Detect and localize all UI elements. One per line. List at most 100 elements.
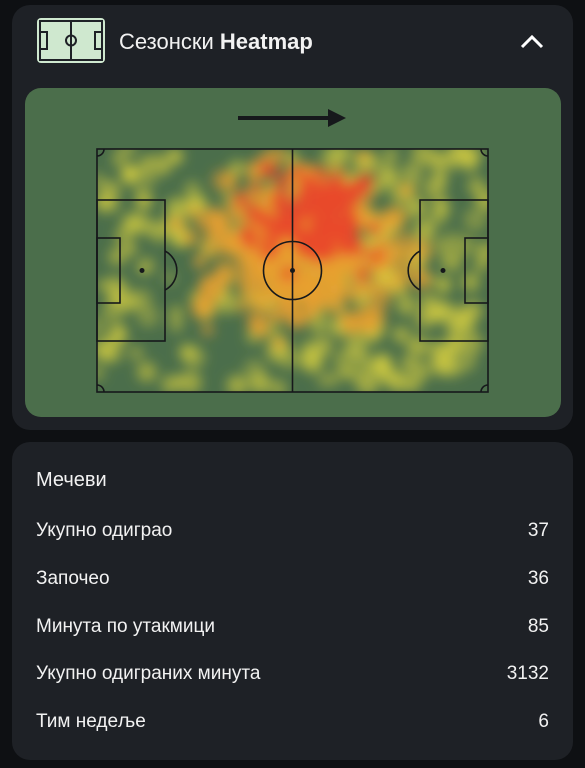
heat-blob (169, 149, 183, 164)
heat-blob (226, 375, 248, 392)
stat-label: Укупно одиграних минута (36, 663, 261, 685)
heat-blob (475, 241, 488, 262)
stat-value: 37 (527, 520, 549, 541)
heat-blob (308, 314, 329, 335)
stat-row: Укупно одиграо 37 (36, 516, 549, 546)
title-text: Сезонски (119, 29, 214, 54)
heat-blob (280, 265, 296, 282)
stat-label: Започео (36, 567, 110, 589)
heat-blob (201, 235, 224, 258)
stat-value: 36 (527, 567, 549, 589)
heat-blob (258, 216, 271, 229)
heat-blob (396, 295, 417, 316)
heat-blob (100, 340, 123, 364)
heat-blob (200, 323, 215, 337)
heat-blob (97, 279, 109, 292)
stats-card: Мечеви Укупно одиграо 37 Започео 36 Минута п… (12, 442, 573, 760)
heat-blob (355, 266, 371, 282)
heat-blob (367, 222, 382, 236)
stat-label: Укупно одиграо (36, 520, 173, 541)
heat-blob (321, 258, 335, 272)
heat-blob (347, 285, 364, 302)
heat-blob (134, 183, 149, 199)
direction-arrow-head (328, 109, 346, 127)
heat-blob (440, 340, 457, 357)
heat-blob (367, 246, 386, 265)
heat-blob (299, 346, 323, 370)
heat-blob (344, 336, 368, 360)
heat-blob (360, 279, 375, 294)
heat-blob (473, 257, 488, 273)
heat-blob (325, 189, 346, 210)
collapse-chevron[interactable] (520, 34, 544, 49)
heat-blob (321, 172, 333, 185)
heat-blob (149, 222, 170, 243)
stat-row: Започео 36 (36, 564, 549, 594)
heat-blob (121, 163, 139, 182)
stat-row: Минута по утакмици 85 (36, 612, 549, 642)
heat-blob (196, 284, 217, 305)
heatmap-card: Сезонски Heatmap (12, 5, 573, 430)
heat-blob (114, 227, 133, 245)
heat-blob (253, 297, 270, 315)
heat-layer (97, 149, 488, 392)
heat-blob (303, 285, 324, 306)
heat-blob (361, 319, 378, 336)
heat-blob (445, 316, 466, 337)
stat-row: Укупно одиграних минута 3132 (36, 659, 549, 689)
heat-blob (467, 177, 486, 196)
heat-blob (399, 183, 413, 198)
heat-blob (258, 230, 270, 243)
heat-blob (178, 370, 202, 392)
heat-blob (165, 199, 184, 217)
heat-blob (181, 230, 198, 246)
heat-blob (187, 204, 200, 218)
heat-blob (220, 172, 238, 190)
heat-blob (135, 194, 152, 212)
heat-blob (259, 209, 270, 220)
heat-blob (250, 183, 262, 195)
heat-blob (110, 324, 127, 341)
heat-blob (272, 336, 286, 350)
heat-blob (428, 339, 443, 354)
heat-blob (290, 164, 305, 179)
heat-blob (409, 238, 433, 262)
heat-blob (320, 230, 334, 244)
heat-blob (316, 372, 333, 388)
heat-blob (168, 305, 184, 321)
heat-blob (400, 162, 424, 186)
heat-blob (460, 272, 480, 292)
stat-row: Тим недеље 6 (36, 707, 549, 737)
heat-blob (173, 374, 187, 389)
heat-blob (125, 242, 139, 256)
heat-blob (313, 202, 325, 213)
heat-blob (305, 302, 321, 318)
heat-blob (412, 218, 437, 243)
stat-value: 3132 (506, 663, 549, 685)
heat-blob (168, 316, 185, 333)
heat-blob (378, 367, 398, 387)
heat-blob (356, 149, 371, 164)
heat-blob (218, 237, 233, 252)
heat-blob (141, 169, 159, 186)
heat-blob (436, 277, 451, 292)
heatmap-graphics (25, 18, 561, 417)
heat-blob (168, 216, 184, 232)
heat-blob (297, 202, 314, 219)
heat-blob (332, 251, 355, 274)
heat-blob (382, 149, 399, 164)
heat-blob (97, 365, 105, 381)
heat-blob (405, 378, 420, 392)
heat-blob (408, 266, 423, 280)
heat-blob (128, 345, 144, 361)
heat-blob (257, 240, 278, 261)
heat-blob (112, 286, 136, 309)
heat-blob (193, 255, 207, 269)
stats-title: Мечеви (36, 469, 107, 491)
heat-blob (162, 271, 177, 285)
heat-blob (419, 292, 434, 307)
heat-blob (97, 195, 114, 213)
heat-blob (235, 298, 251, 314)
heat-blob (260, 261, 283, 283)
